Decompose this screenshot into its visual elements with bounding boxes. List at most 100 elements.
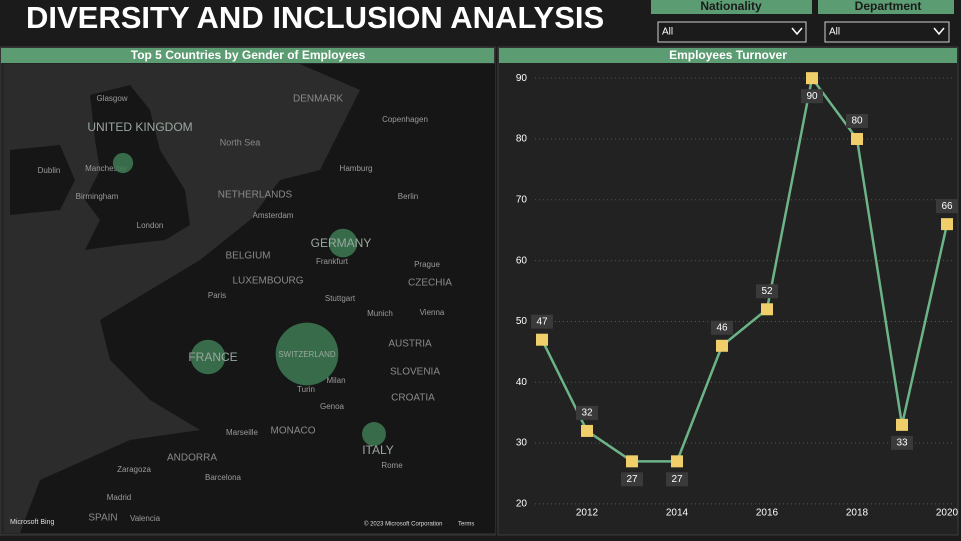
land	[20, 64, 495, 533]
data-label: 52	[761, 286, 773, 297]
map-label: ANDORRA	[167, 453, 217, 464]
city-label: Birmingham	[76, 192, 119, 201]
data-label: 27	[626, 474, 638, 485]
data-label: 46	[716, 322, 728, 333]
city-label: Barcelona	[205, 473, 242, 482]
city-label: Copenhagen	[382, 115, 428, 124]
panel-title: Employees Turnover	[669, 48, 787, 62]
map-land	[10, 64, 495, 533]
city-label: Milan	[326, 376, 345, 385]
marker	[941, 218, 953, 231]
city-label: Rome	[381, 461, 403, 470]
y-tick-label: 80	[516, 134, 528, 145]
x-tick-label: 2018	[846, 508, 869, 519]
data-label-bg	[846, 113, 868, 128]
y-tick-label: 30	[516, 438, 528, 449]
dropdown-value: All	[662, 27, 673, 38]
city-label: Frankfurt	[316, 257, 349, 266]
slicer-header	[651, 0, 812, 14]
panel-header	[499, 48, 957, 63]
city-label: Dublin	[38, 166, 61, 175]
city-label: Turin	[297, 385, 315, 394]
land	[85, 85, 190, 250]
city-label: Madrid	[107, 493, 131, 502]
chevron	[933, 27, 945, 36]
marker	[581, 424, 593, 437]
y-tick-label: 60	[516, 255, 528, 266]
marker	[626, 455, 638, 468]
map-label: DENMARK	[293, 94, 343, 105]
map-label: MONACO	[271, 426, 316, 437]
slicer[interactable]: Nationality All	[651, 0, 812, 43]
line	[540, 75, 949, 463]
marker	[536, 333, 548, 346]
bubble	[362, 422, 386, 446]
data-label-bg	[576, 405, 598, 420]
map-credit: © 2023 Microsoft Corporation	[364, 521, 442, 528]
map-label: BELGIUM	[225, 251, 270, 262]
marker	[671, 455, 683, 468]
chart-panel	[497, 46, 959, 536]
slicer-header	[818, 0, 954, 14]
panel-title: Top 5 Countries by Gender of Employees	[131, 48, 366, 62]
dropdown[interactable]	[657, 21, 807, 43]
y-tick-label: 70	[516, 194, 528, 205]
page-title: DIVERSITY AND INCLUSION ANALYSIS	[26, 0, 604, 35]
city-label: Manchester	[85, 164, 127, 173]
city-label: Valencia	[130, 514, 161, 523]
city-label: Genoa	[320, 402, 345, 411]
map-label: SLOVENIA	[390, 367, 440, 378]
x-tick-label: 2016	[756, 508, 779, 519]
dropdown[interactable]	[824, 21, 950, 43]
data-label-bg	[936, 199, 958, 214]
data-label-bg	[621, 472, 643, 487]
data-label-bg	[666, 472, 688, 487]
map-label: CROATIA	[391, 393, 435, 404]
y-tick-label: 90	[516, 73, 528, 84]
data-label: 32	[581, 408, 593, 419]
bubble	[328, 228, 358, 258]
y-tick-label: 40	[516, 377, 528, 388]
map-label: NETHERLANDS	[218, 190, 293, 201]
country-label: SWITZERLAND	[278, 350, 336, 359]
marker	[761, 303, 773, 316]
country-label: FRANCE	[188, 350, 237, 364]
city-label: Amsterdam	[253, 211, 294, 220]
data-label-bg	[531, 314, 553, 329]
marker	[716, 339, 728, 352]
city-label: Stuttgart	[325, 294, 356, 303]
map-label: North Sea	[220, 137, 261, 147]
marker	[896, 418, 908, 431]
bubble	[112, 152, 134, 174]
slicer[interactable]: Department All	[818, 0, 954, 43]
data-label: 27	[671, 474, 683, 485]
country-label: ITALY	[362, 443, 394, 457]
data-label: 33	[896, 437, 908, 448]
city-label: Berlin	[398, 192, 418, 201]
data-label: 80	[851, 116, 863, 127]
x-tick-label: 2012	[576, 508, 599, 519]
data-label-bg	[891, 435, 913, 450]
map-label: SPAIN	[88, 513, 117, 524]
city-label: Hamburg	[340, 164, 373, 173]
slicer-label: Nationality	[700, 0, 762, 13]
land	[10, 145, 75, 215]
data-label-bg	[801, 89, 823, 104]
y-tick-label: 50	[516, 316, 528, 327]
marker	[851, 132, 863, 145]
data-label: 47	[536, 316, 548, 327]
city-label: Glasgow	[96, 94, 127, 103]
x-tick-label: 2020	[936, 508, 959, 519]
map-credit: Terms	[458, 522, 474, 528]
data-label-bg	[711, 320, 733, 335]
city-label: Prague	[414, 260, 440, 269]
map-label: AUSTRIA	[388, 339, 432, 350]
city-label: London	[137, 221, 164, 230]
map-label: CZECHIA	[408, 278, 452, 289]
x-tick-label: 2014	[666, 508, 689, 519]
chevron	[791, 27, 803, 36]
bubble	[275, 322, 339, 386]
city-label: Munich	[367, 309, 393, 318]
